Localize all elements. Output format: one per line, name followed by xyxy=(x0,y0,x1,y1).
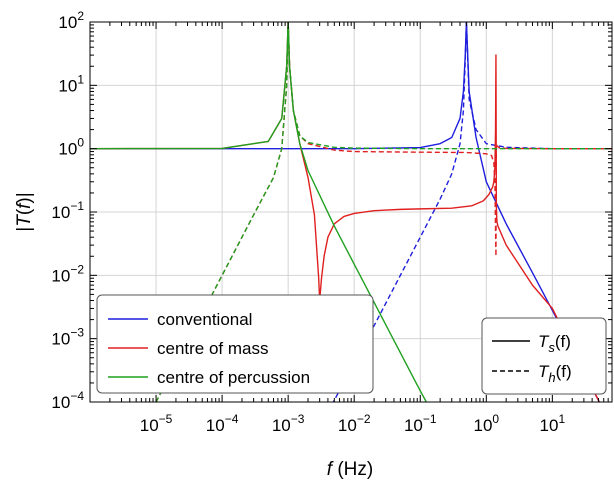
legend-styles-box xyxy=(481,317,607,395)
legend-label-centre-of-percussion: centre of percussion xyxy=(157,368,310,387)
y-tick-label: 10−1 xyxy=(51,199,84,222)
legend-style-label-h: Th(f) xyxy=(538,362,572,385)
x-tick-label: 101 xyxy=(540,412,566,435)
series-layer xyxy=(90,22,612,402)
y-tick-label: 101 xyxy=(58,72,84,95)
x-axis-title: f (Hz) xyxy=(327,459,373,480)
legend-style-label-s: Ts(f) xyxy=(538,332,571,355)
series-conventional-Th xyxy=(332,22,612,402)
legend-colors-box xyxy=(96,294,374,394)
y-tick-label: 10−4 xyxy=(51,389,84,412)
y-tick-label: 10−2 xyxy=(51,262,84,285)
y-tick-label: 100 xyxy=(58,136,84,159)
x-tick-label: 10−4 xyxy=(206,412,239,435)
series-centre-of-percussion-Th xyxy=(155,22,612,402)
x-tick-label: 10−5 xyxy=(140,412,173,435)
legend-styles: Ts(f) Th(f) xyxy=(481,317,607,395)
x-tick-label: 100 xyxy=(473,412,499,435)
y-tick-label: 10−3 xyxy=(51,326,84,349)
tick-labels: 10−5 10−4 10−3 10−2 10−1 100 101 102 101 100 10−1 1… xyxy=(51,9,565,435)
legend-label-centre-of-mass: centre of mass xyxy=(157,339,269,358)
x-tick-label: 10−1 xyxy=(404,412,437,435)
ticks xyxy=(90,21,613,403)
y-tick-label: 102 xyxy=(58,9,84,32)
x-tick-label: 10−3 xyxy=(272,412,305,435)
legend-colors: conventional centre of mass centre of perc… xyxy=(96,294,374,394)
x-tick-label: 10−2 xyxy=(338,412,371,435)
legend-label-conventional: conventional xyxy=(157,310,252,329)
y-axis-title: |T(f)| xyxy=(14,192,35,231)
